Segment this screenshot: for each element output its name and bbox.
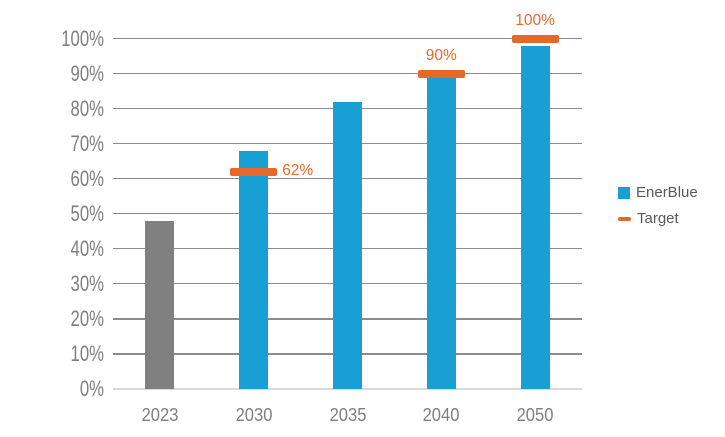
y-tick-label: 60% <box>70 165 104 191</box>
target-label-2050: 100% <box>515 11 555 29</box>
target-marker-2040 <box>417 69 465 78</box>
legend-swatch-enerblue <box>618 187 630 199</box>
x-tick-label-2040: 2040 <box>422 405 460 425</box>
legend-label-target: Target <box>637 210 679 227</box>
legend-label-enerblue: EnerBlue <box>636 184 698 201</box>
y-tick-label: 10% <box>70 340 104 366</box>
y-tick-label: 70% <box>70 130 104 156</box>
x-axis-line <box>113 388 582 390</box>
y-tick-label: 80% <box>70 95 104 121</box>
bar-2040 <box>426 77 456 389</box>
target-marker-2050 <box>511 34 559 43</box>
gridline <box>113 72 582 75</box>
legend-swatch-target <box>618 217 631 221</box>
x-tick-label-2035: 2035 <box>329 405 366 425</box>
y-tick-label: 20% <box>70 305 104 331</box>
y-tick-label: 0% <box>79 376 104 401</box>
y-tick-label: 50% <box>70 200 104 226</box>
x-tick-label-2023: 2023 <box>141 405 179 425</box>
x-tick-label-2050: 2050 <box>516 405 554 425</box>
bar-2030 <box>239 150 269 389</box>
y-tick-label: 100% <box>61 25 104 51</box>
legend-item-enerblue: EnerBlue <box>618 185 698 201</box>
bar-2050 <box>520 45 550 389</box>
x-tick-label-2030: 2030 <box>235 405 273 425</box>
y-tick-label: 90% <box>70 60 104 86</box>
gridline <box>113 37 582 40</box>
bar-2023 <box>145 220 175 389</box>
legend: EnerBlue Target <box>618 185 698 227</box>
y-tick-label: 40% <box>70 235 104 261</box>
target-marker-2030 <box>230 167 278 176</box>
target-label-2030: 62% <box>282 162 314 180</box>
target-label-2040: 90% <box>425 46 457 64</box>
y-tick-label: 30% <box>70 270 104 296</box>
bar-2035 <box>333 101 362 389</box>
legend-item-target: Target <box>618 211 698 227</box>
